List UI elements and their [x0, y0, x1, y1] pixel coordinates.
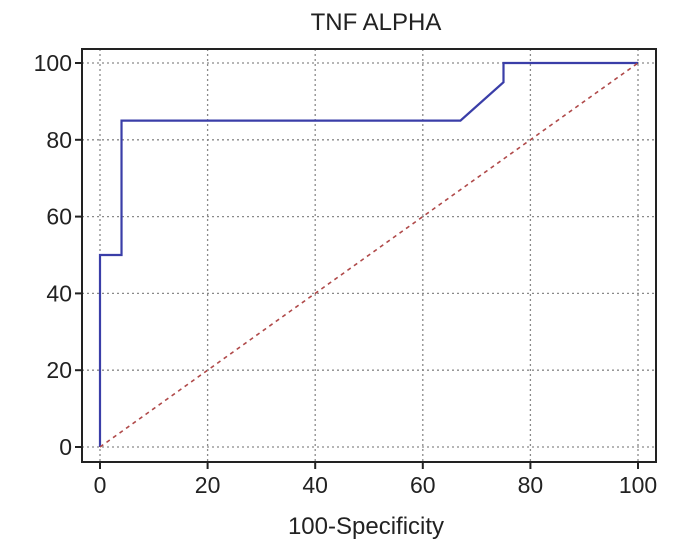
y-tick-label: 60 — [46, 204, 72, 230]
plot-frame — [81, 48, 657, 463]
x-tick-label: 0 — [94, 472, 107, 498]
x-tick-label: 20 — [195, 472, 221, 498]
series-group — [98, 61, 639, 448]
y-tick-label: 80 — [46, 127, 72, 153]
x-tick-label: 40 — [302, 472, 328, 498]
y-tick-label: 40 — [46, 280, 72, 306]
chart-title: TNF ALPHA — [311, 9, 442, 36]
x-tick-label: 60 — [410, 472, 436, 498]
grid-lines — [82, 49, 656, 462]
reference-diagonal-line — [99, 62, 639, 448]
x-axis-label: 100-Specificity — [288, 513, 444, 540]
y-tick-label: 100 — [34, 50, 72, 76]
y-tick-label: 0 — [59, 434, 72, 460]
x-tick-label: 100 — [619, 472, 657, 498]
y-tick-label: 20 — [46, 357, 72, 383]
axis-ticks: 0 20 40 60 80 100 0 20 40 60 80 100 — [34, 50, 658, 498]
x-tick-label: 80 — [518, 472, 544, 498]
roc-curve-line — [98, 61, 638, 447]
